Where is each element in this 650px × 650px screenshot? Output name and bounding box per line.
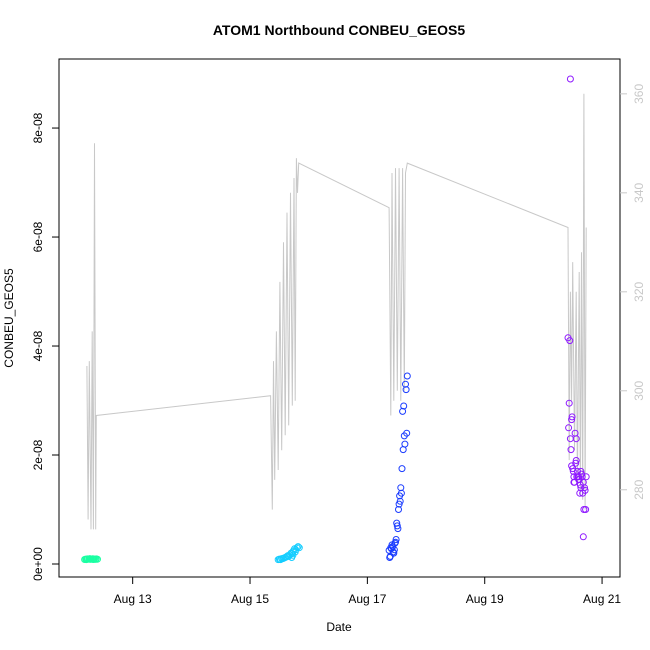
- data-point-series-3: [395, 500, 403, 508]
- data-point-series-2: [295, 544, 303, 552]
- y2-tick-label: 340: [632, 182, 646, 202]
- y-tick-label: 0e+00: [31, 547, 45, 581]
- x-tick-label: Aug 21: [583, 592, 621, 606]
- data-point-series-3: [403, 372, 411, 380]
- chart-title: ATOM1 Northbound CONBEU_GEOS5: [213, 22, 465, 38]
- data-point-series-3: [403, 429, 411, 437]
- data-point-series-4: [568, 413, 576, 421]
- y-tick-label: 4e-08: [31, 330, 45, 361]
- data-point-series-3: [397, 489, 405, 497]
- plot-frame: [58, 58, 621, 578]
- data-point-series-1: [86, 555, 94, 563]
- data-point-series-3: [393, 519, 401, 527]
- data-point-series-4: [566, 337, 574, 345]
- x-axis-label: Date: [326, 620, 352, 634]
- line-trace: [86, 93, 587, 530]
- data-point-series-3: [402, 380, 409, 388]
- data-point-series-4: [579, 533, 587, 541]
- data-point-series-4: [579, 478, 587, 486]
- data-point-series-4: [567, 446, 575, 454]
- data-point-series-1: [82, 556, 90, 564]
- data-point-series-4: [580, 506, 588, 513]
- y-tick-label: 6e-08: [31, 221, 45, 252]
- scatter-points: [81, 75, 590, 564]
- x-tick-label: Aug 17: [348, 592, 386, 606]
- data-point-series-3: [402, 386, 410, 394]
- data-point-series-4: [565, 424, 573, 432]
- y2-axis: 280 300 320 340 360: [620, 84, 646, 500]
- data-point-series-3: [392, 536, 400, 543]
- y2-tick-label: 360: [632, 84, 646, 104]
- data-point-series-4: [566, 435, 574, 443]
- data-point-series-4: [568, 462, 576, 470]
- data-point-series-2: [291, 548, 299, 556]
- data-point-series-2: [293, 544, 301, 552]
- data-point-series-3: [395, 506, 402, 513]
- x-axis: Aug 13 Aug 15 Aug 17 Aug 19 Aug 21: [114, 577, 621, 606]
- x-tick-label: Aug 15: [231, 592, 269, 606]
- data-point-series-4: [565, 399, 573, 407]
- y-tick-label: 2e-08: [31, 439, 45, 470]
- x-tick-label: Aug 19: [466, 592, 504, 606]
- data-point-series-4: [572, 457, 580, 464]
- y-tick-label: 8e-08: [31, 112, 45, 143]
- y-axis: 0e+00 2e-08 4e-08 6e-08 8e-08: [31, 112, 59, 581]
- data-point-series-3: [398, 465, 406, 473]
- data-point-series-1: [94, 555, 101, 563]
- data-point-series-3: [393, 522, 401, 530]
- data-point-series-4: [566, 75, 574, 83]
- data-point-series-4: [582, 473, 590, 481]
- data-point-series-3: [390, 546, 398, 554]
- data-point-series-3: [386, 554, 394, 561]
- y2-tick-label: 300: [632, 380, 646, 400]
- data-point-series-1: [89, 556, 97, 563]
- x-tick-label: Aug 13: [114, 592, 152, 606]
- y-axis-label: CONBEU_GEOS5: [2, 268, 16, 368]
- data-point-series-4: [568, 416, 576, 424]
- y2-tick-label: 280: [632, 479, 646, 499]
- y2-tick-label: 320: [632, 281, 646, 301]
- data-point-series-2: [294, 543, 302, 551]
- data-point-series-3: [401, 440, 409, 448]
- line-series: [86, 93, 587, 530]
- data-point-series-3: [400, 402, 408, 410]
